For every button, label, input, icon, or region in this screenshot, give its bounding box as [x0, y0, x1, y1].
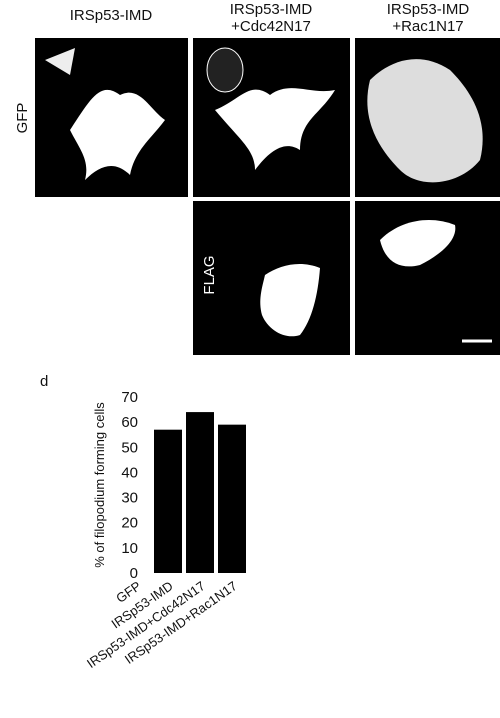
row-label: GFP — [14, 103, 31, 134]
bar — [154, 429, 182, 573]
y-tick-label: 0 — [130, 565, 138, 582]
y-tick-label: 50 — [121, 439, 138, 456]
y-tick-label: 10 — [121, 540, 138, 557]
bar — [186, 412, 214, 573]
column-header: IRSp53-IMD — [70, 7, 153, 24]
column-header: +Rac1N17 — [392, 18, 463, 35]
column-header: +Cdc42N17 — [231, 18, 311, 35]
y-tick-label: 30 — [121, 490, 138, 507]
y-tick-label: 20 — [121, 515, 138, 532]
y-tick-label: 40 — [121, 464, 138, 481]
column-headers: IRSp53-IMD IRSp53-IMD +Cdc42N17 IRSp53-I… — [70, 1, 470, 35]
panel-label: d — [40, 373, 48, 390]
y-axis-label: % of filopodium forming cells — [92, 402, 107, 568]
row-label: FLAG — [201, 255, 218, 294]
column-header: IRSp53-IMD — [230, 1, 313, 18]
y-tick-label: 70 — [121, 389, 138, 406]
column-header: IRSp53-IMD — [387, 1, 470, 18]
micrograph-panels — [35, 38, 500, 355]
y-tick-label: 60 — [121, 414, 138, 431]
bar — [218, 424, 246, 573]
